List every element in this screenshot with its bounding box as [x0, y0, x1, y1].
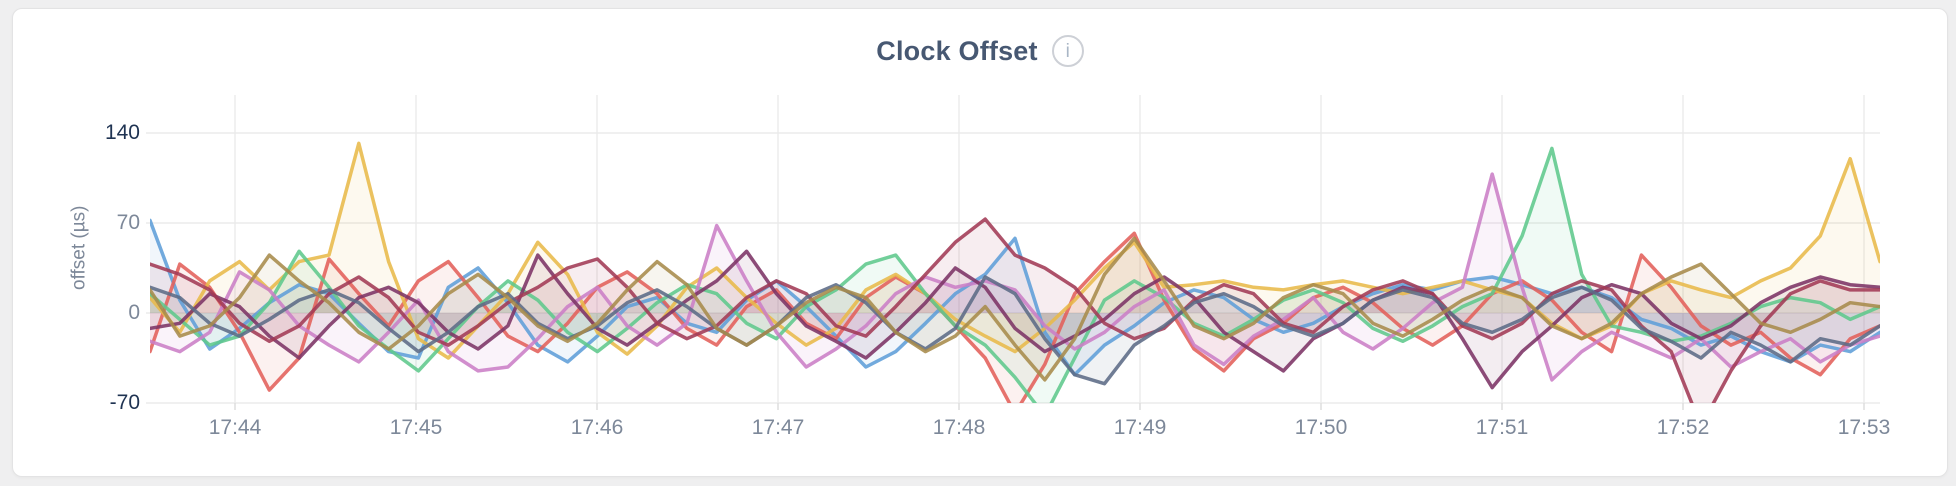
y-tick-label: 70	[116, 211, 140, 234]
x-tick-label: 17:46	[570, 416, 624, 439]
y-tick-label: -70	[109, 391, 140, 414]
x-tick-label: 17:48	[932, 416, 986, 439]
chart-title: Clock Offset	[876, 35, 1038, 66]
x-tick-label: 17:51	[1475, 416, 1529, 439]
x-tick-label: 17:50	[1294, 416, 1348, 439]
y-tick-label: 0	[128, 301, 140, 324]
x-tick-label: 17:49	[1113, 416, 1167, 439]
x-tick-label: 17:44	[208, 416, 262, 439]
info-icon-glyph: i	[1065, 40, 1070, 62]
x-tick-label: 17:45	[389, 416, 443, 439]
x-tick-label: 17:52	[1656, 416, 1710, 439]
chart-hover-area[interactable]	[150, 92, 1880, 403]
y-tick-label: 140	[104, 121, 140, 144]
info-icon[interactable]: i	[1051, 35, 1084, 67]
x-tick-label: 17:53	[1837, 416, 1891, 439]
x-tick-label: 17:47	[751, 416, 805, 439]
chart-header: Clock Offset i	[13, 35, 1947, 67]
